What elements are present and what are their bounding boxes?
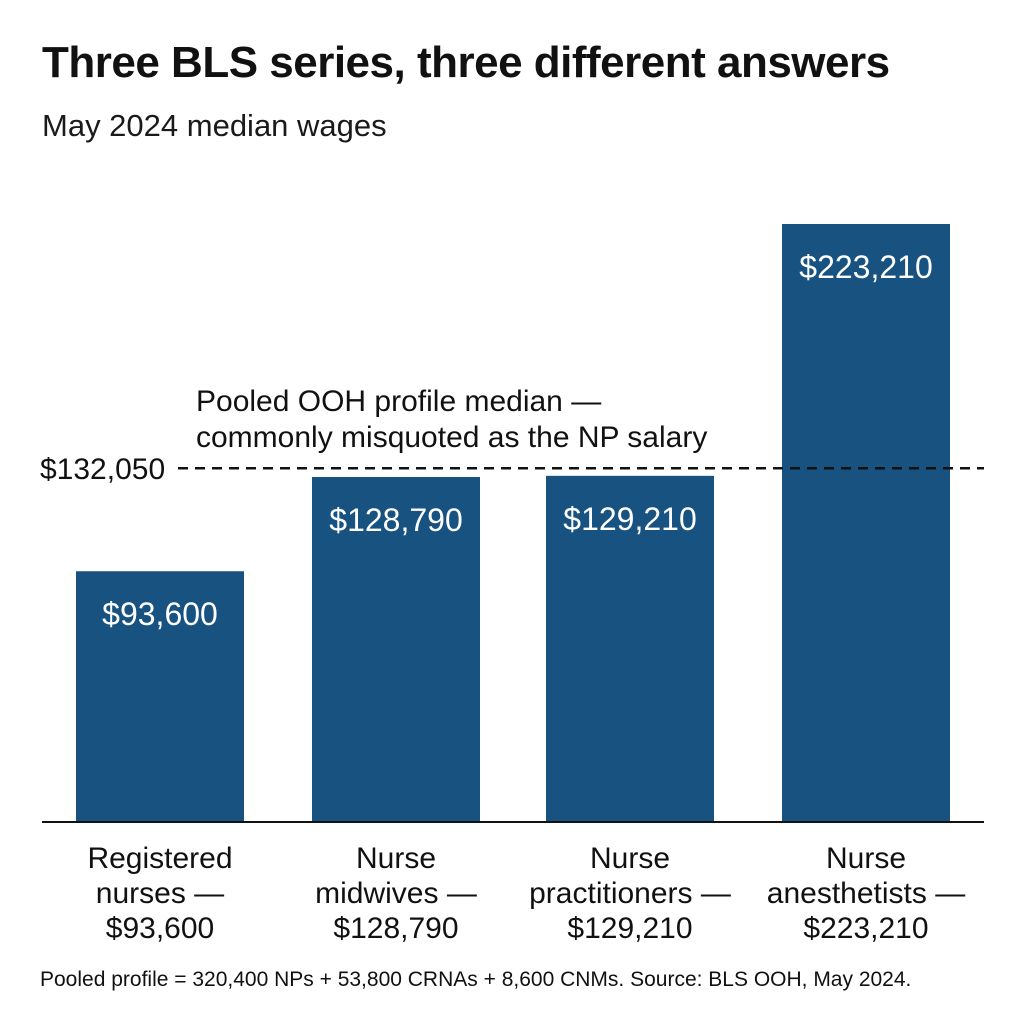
bar-value-label: $93,600 xyxy=(102,596,218,632)
x-tick-label: Registered nurses — $93,600 xyxy=(87,842,232,945)
bar xyxy=(76,571,244,822)
x-tick-label: Nurse midwives — $128,790 xyxy=(315,842,477,945)
reference-annotation: commonly misquoted as the NP salary xyxy=(196,421,707,454)
x-tick-label: Nurse anesthetists — $223,210 xyxy=(767,842,965,945)
bar xyxy=(546,475,714,822)
chart-title: Three BLS series, three different answer… xyxy=(42,38,890,87)
bar xyxy=(312,476,480,822)
bar xyxy=(782,224,950,822)
x-tick-label: Nurse practitioners — $129,210 xyxy=(529,842,731,945)
bar-value-label: $129,210 xyxy=(563,501,696,537)
chart-subtitle: May 2024 median wages xyxy=(42,108,387,143)
bar-value-label: $223,210 xyxy=(799,249,932,285)
bar-value-label: $128,790 xyxy=(329,502,462,538)
footnote: Pooled profile = 320,400 NPs + 53,800 CR… xyxy=(40,968,912,991)
reference-value-label: $132,050 xyxy=(40,453,165,486)
reference-annotation: Pooled OOH profile median — xyxy=(196,385,601,418)
